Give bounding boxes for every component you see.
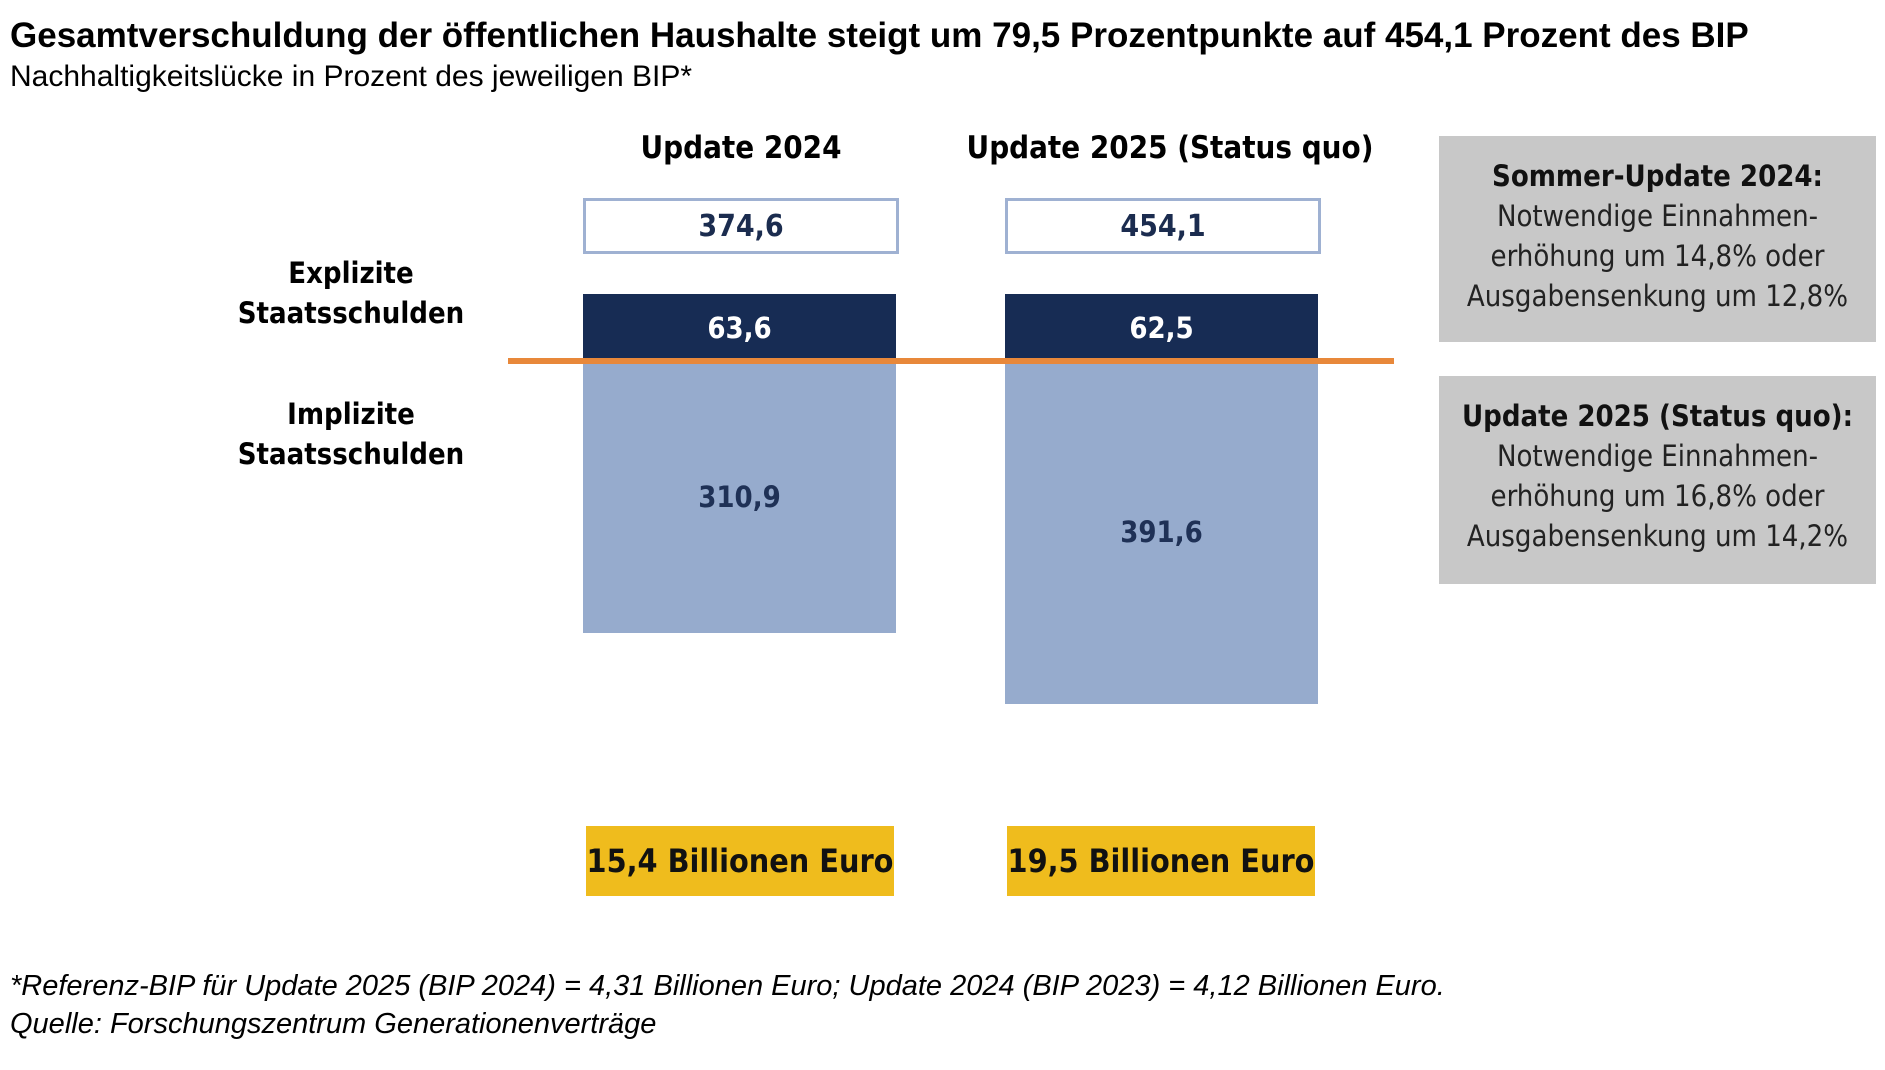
bar-implicit-label-update-2024: 310,9: [698, 479, 781, 514]
bar-implicit-update-2025: 391,6: [1005, 362, 1318, 704]
info-box-update-2025: Update 2025 (Status quo): Notwendige Ein…: [1439, 376, 1876, 584]
chart-subtitle: Nachhaltigkeitslücke in Prozent des jewe…: [10, 60, 693, 93]
row-label-implicit-line2: Staatsschulden: [237, 437, 465, 471]
bar-explicit-update-2024: 63,6: [583, 294, 896, 362]
bar-explicit-label-update-2024: 63,6: [707, 311, 772, 345]
row-label-implicit: Implizite Staatsschulden: [201, 394, 501, 474]
billions-label-update-2025: 19,5 Billionen Euro: [1007, 826, 1315, 896]
total-box-update-2024: 374,6: [583, 198, 899, 254]
baseline-divider: [508, 358, 1394, 364]
row-label-explicit-line2: Staatsschulden: [237, 296, 465, 330]
info-box-2-line1: Notwendige Einnahmen-: [1496, 439, 1819, 473]
row-label-explicit: Explizite Staatsschulden: [201, 253, 501, 333]
info-box-2-line2: erhöhung um 16,8% oder: [1490, 479, 1825, 513]
source-note: Quelle: Forschungszentrum Generationenve…: [10, 1008, 657, 1040]
row-label-implicit-line1: Implizite: [287, 397, 415, 431]
info-box-sommer-update-2024: Sommer-Update 2024: Notwendige Einnahmen…: [1439, 136, 1876, 342]
chart-title: Gesamtverschuldung der öffentlichen Haus…: [10, 16, 1749, 55]
bar-explicit-update-2025: 62,5: [1005, 294, 1318, 362]
info-box-1-line3: Ausgabensenkung um 12,8%: [1466, 279, 1849, 313]
footnote: *Referenz-BIP für Update 2025 (BIP 2024)…: [10, 970, 1445, 1002]
info-box-2-line3: Ausgabensenkung um 14,2%: [1466, 519, 1849, 553]
bar-implicit-label-update-2025: 391,6: [1120, 514, 1203, 549]
total-box-update-2025: 454,1: [1005, 198, 1321, 254]
info-box-1-line2: erhöhung um 14,8% oder: [1490, 239, 1825, 273]
bar-implicit-update-2024: 310,9: [583, 362, 896, 634]
bar-explicit-label-update-2025: 62,5: [1129, 311, 1194, 345]
billions-label-update-2024: 15,4 Billionen Euro: [586, 826, 894, 896]
info-box-2-heading: Update 2025 (Status quo):: [1461, 399, 1854, 433]
info-box-1-line1: Notwendige Einnahmen-: [1496, 199, 1819, 233]
row-label-explicit-line1: Explizite: [288, 256, 414, 290]
column-header-update-2024: Update 2024: [640, 130, 842, 166]
column-header-update-2025: Update 2025 (Status quo): [966, 130, 1374, 166]
info-box-1-heading: Sommer-Update 2024:: [1492, 159, 1823, 193]
